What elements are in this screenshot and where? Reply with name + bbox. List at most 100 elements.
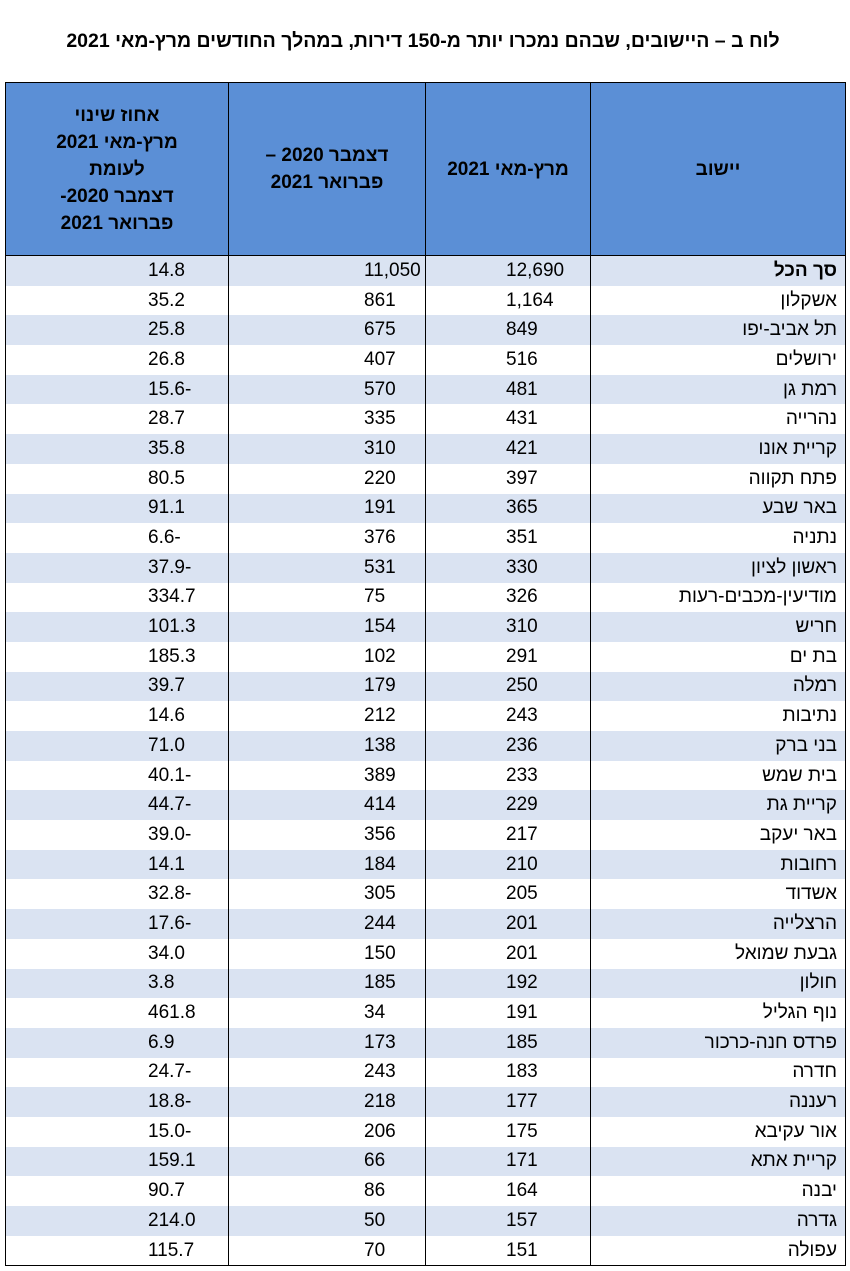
value-cell: 11,050: [228, 255, 426, 286]
table-row: רחובות 210 184 14.1: [5, 849, 846, 880]
table-row: אשדוד 205 305 -32.8: [5, 879, 846, 910]
value-cell: -44.7: [5, 790, 229, 821]
value-cell: 66: [228, 1146, 426, 1177]
column-header: דצמבר 2020 – פברואר 2021: [228, 82, 426, 256]
header-line: מרץ-מאי 2021: [56, 131, 178, 153]
value-cell: 397: [425, 463, 591, 494]
locality-cell: באר שבע: [590, 493, 846, 524]
locality-cell: מודיעין-מכבים-רעות: [590, 582, 846, 613]
locality-cell: נתניה: [590, 523, 846, 553]
table-row: הרצלייה 201 244 -17.6: [5, 909, 846, 939]
value-cell: 407: [228, 345, 426, 375]
value-cell: 25.8: [5, 315, 229, 346]
value-cell: 305: [228, 879, 426, 910]
table-row: נתיבות 243 212 14.6: [5, 701, 846, 731]
table-row: חריש 310 154 101.3: [5, 612, 846, 642]
table-row: באר יעקב 217 356 -39.0: [5, 820, 846, 850]
table-row: ראשון לציון 330 531 -37.9: [5, 552, 846, 583]
value-cell: 177: [425, 1087, 591, 1117]
table-row: יבנה 164 86 90.7: [5, 1176, 846, 1206]
locality-cell: נתיבות: [590, 701, 846, 731]
value-cell: 184: [228, 849, 426, 880]
value-cell: 14.1: [5, 849, 229, 880]
value-cell: 461.8: [5, 998, 229, 1028]
value-cell: 291: [425, 641, 591, 672]
value-cell: 101.3: [5, 612, 229, 642]
value-cell: 185.3: [5, 641, 229, 672]
value-cell: 34.0: [5, 938, 229, 969]
value-cell: 191: [228, 493, 426, 524]
data-table: יישוב מרץ-מאי 2021 דצמבר 2020 – פברואר 2021…: [5, 82, 846, 1267]
value-cell: 115.7: [5, 1235, 229, 1266]
value-cell: 164: [425, 1176, 591, 1206]
locality-cell: רמת גן: [590, 374, 846, 405]
header-line: מרץ-מאי 2021: [447, 158, 569, 180]
table-row: ירושלים 516 407 26.8: [5, 345, 846, 375]
value-cell: 86: [228, 1176, 426, 1206]
value-cell: 310: [228, 434, 426, 464]
value-cell: 356: [228, 820, 426, 850]
value-cell: 70: [228, 1235, 426, 1266]
value-cell: 185: [425, 1027, 591, 1058]
column-header: מרץ-מאי 2021: [425, 82, 591, 256]
table-row: אשקלון 1,164 861 35.2: [5, 285, 846, 316]
value-cell: 236: [425, 731, 591, 761]
value-cell: 326: [425, 582, 591, 613]
locality-cell: בית שמש: [590, 760, 846, 791]
value-cell: 12,690: [425, 255, 591, 286]
header-line: דצמבר 2020-: [60, 185, 174, 207]
value-cell: 431: [425, 404, 591, 435]
table-row: קריית אונו 421 310 35.8: [5, 434, 846, 464]
value-cell: 214.0: [5, 1206, 229, 1236]
table-row: רמת גן 481 570 -15.6: [5, 374, 846, 405]
value-cell: 675: [228, 315, 426, 346]
value-cell: 75: [228, 582, 426, 613]
value-cell: 14.8: [5, 255, 229, 286]
locality-cell: חדרה: [590, 1057, 846, 1088]
value-cell: 34: [228, 998, 426, 1028]
locality-cell: רעננה: [590, 1087, 846, 1117]
value-cell: -32.8: [5, 879, 229, 910]
table-row: קריית אתא 171 66 159.1: [5, 1146, 846, 1177]
value-cell: 28.7: [5, 404, 229, 435]
table-row: סך הכל 12,690 11,050 14.8: [5, 255, 846, 286]
value-cell: 376: [228, 523, 426, 553]
locality-cell: בת ים: [590, 641, 846, 672]
value-cell: 481: [425, 374, 591, 405]
locality-cell: תל אביב-יפו: [590, 315, 846, 346]
locality-cell: יבנה: [590, 1176, 846, 1206]
locality-cell: הרצלייה: [590, 909, 846, 939]
table-row: אור עקיבא 175 206 -15.0: [5, 1116, 846, 1147]
value-cell: 90.7: [5, 1176, 229, 1206]
value-cell: 201: [425, 938, 591, 969]
value-cell: 335: [228, 404, 426, 435]
value-cell: 244: [228, 909, 426, 939]
value-cell: 50: [228, 1206, 426, 1236]
value-cell: 421: [425, 434, 591, 464]
table-row: קריית גת 229 414 -44.7: [5, 790, 846, 821]
value-cell: -40.1: [5, 760, 229, 791]
value-cell: 183: [425, 1057, 591, 1088]
value-cell: 26.8: [5, 345, 229, 375]
locality-cell: באר יעקב: [590, 820, 846, 850]
value-cell: 138: [228, 731, 426, 761]
locality-cell: ראשון לציון: [590, 552, 846, 583]
value-cell: 210: [425, 849, 591, 880]
value-cell: 1,164: [425, 285, 591, 316]
locality-cell: סך הכל: [590, 255, 846, 286]
locality-cell: נוף הגליל: [590, 998, 846, 1028]
value-cell: 150: [228, 938, 426, 969]
locality-cell: קריית גת: [590, 790, 846, 821]
value-cell: 14.6: [5, 701, 229, 731]
locality-cell: קריית אתא: [590, 1146, 846, 1177]
locality-cell: רחובות: [590, 849, 846, 880]
value-cell: 250: [425, 671, 591, 702]
value-cell: 6.9: [5, 1027, 229, 1058]
column-header: אחוז שינוי מרץ-מאי 2021 לעומת דצמבר 2020- פב…: [5, 82, 229, 256]
table-row: גבעת שמואל 201 150 34.0: [5, 938, 846, 969]
value-cell: 229: [425, 790, 591, 821]
table-row: בית שמש 233 389 -40.1: [5, 760, 846, 791]
locality-cell: גדרה: [590, 1206, 846, 1236]
table-row: בת ים 291 102 185.3: [5, 641, 846, 672]
